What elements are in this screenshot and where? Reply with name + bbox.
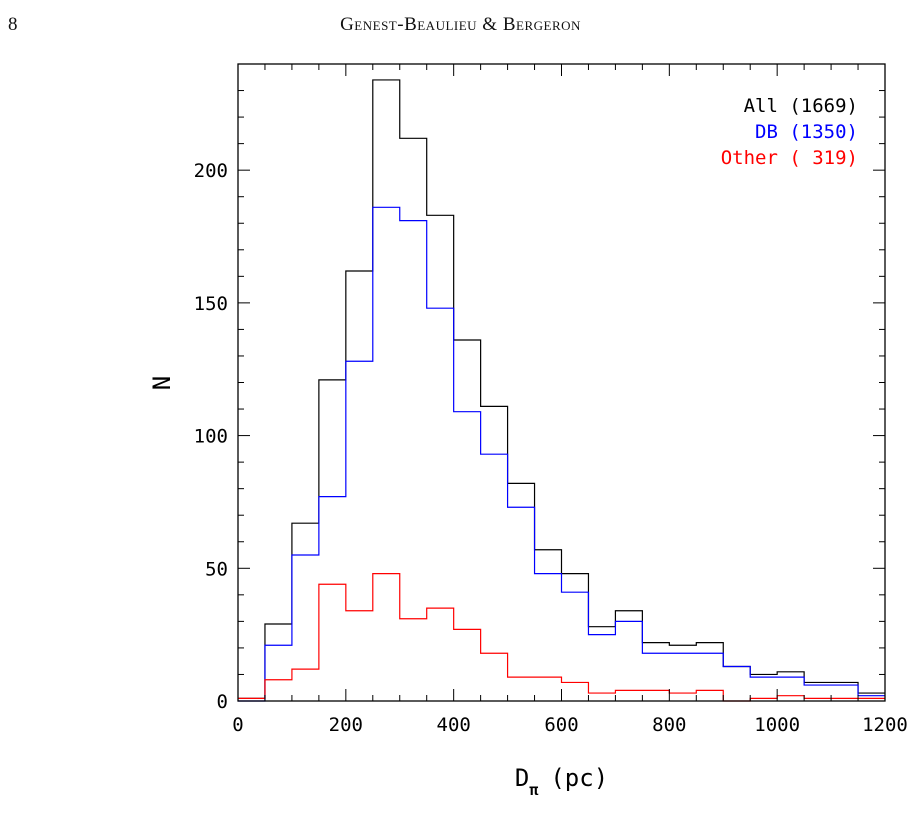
series-db-line [238, 206, 885, 702]
x-tick-label: 600 [544, 714, 578, 736]
series-layer [238, 79, 885, 702]
x-axis-label: Dπ (pc) [515, 764, 608, 799]
series-all-line [238, 79, 885, 699]
ticks-layer: 0 200 400 600 800 1000 1200 0 50 100 150 200 [194, 63, 908, 736]
legend-entry-other: Other ( 319) [721, 147, 858, 169]
legend-entry-db: DB (1350) [755, 121, 858, 143]
y-tick-label: 50 [205, 558, 228, 580]
y-tick-label: 200 [194, 160, 228, 182]
x-tick-label: 0 [232, 714, 243, 736]
legend: All (1669) DB (1350) Other ( 319) [721, 95, 858, 169]
y-axis-label: N [148, 376, 176, 390]
y-tick-label: 150 [194, 293, 228, 315]
page-number: 8 [8, 14, 18, 35]
x-tick-label: 200 [329, 714, 363, 736]
running-head: Genest-Beaulieu & Bergeron [340, 14, 581, 35]
x-tick-label: 1000 [754, 714, 800, 736]
x-tick-label: 800 [652, 714, 686, 736]
legend-entry-all: All (1669) [744, 95, 858, 117]
x-tick-label: 1200 [862, 714, 908, 736]
x-tick-label: 400 [437, 714, 471, 736]
y-tick-label: 0 [217, 691, 228, 713]
y-tick-label: 100 [194, 426, 228, 448]
